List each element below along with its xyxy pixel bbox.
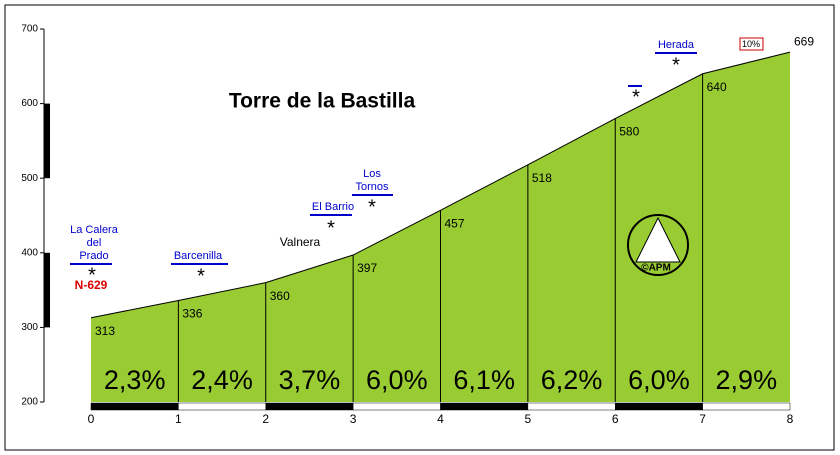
elevation-label: 360 (270, 289, 290, 303)
place-label: Barcenilla (174, 250, 223, 262)
x-tick-label: 4 (437, 412, 444, 426)
logo-mountain (635, 216, 681, 263)
x-tick-label: 8 (787, 412, 794, 426)
star: * (632, 86, 640, 108)
y-tick-label: 500 (21, 173, 38, 184)
grade-box (739, 37, 764, 51)
x-scale-band (352, 402, 441, 411)
place-label: El Barrio (312, 201, 354, 213)
x-tick-label: 5 (525, 412, 532, 426)
place-label: Los (363, 168, 381, 180)
gradient-label: 6,0% (628, 365, 690, 395)
x-tick-label: 2 (262, 412, 269, 426)
x-tick-label: 3 (350, 412, 357, 426)
gradient-label: 2,4% (191, 365, 253, 395)
frame (4, 4, 835, 451)
x-scale-band (178, 402, 266, 411)
place-label: Prado (79, 250, 108, 262)
gradient-label: 6,1% (453, 365, 515, 395)
place-labels: La Calera del Prado * N-629 Barcenilla *… (70, 37, 764, 292)
elevation-label: 580 (619, 125, 639, 139)
x-scale-band (440, 402, 529, 411)
gradient-label: 2,9% (716, 365, 778, 395)
place-label: Tornos (355, 181, 389, 193)
y-tick-label: 400 (21, 247, 38, 258)
x-scale-band (527, 402, 616, 411)
gradient-label: 3,7% (279, 365, 341, 395)
logo-label: ©APM (641, 263, 671, 274)
place-label: La Calera (70, 224, 119, 236)
y-scale-band (44, 252, 50, 328)
star: * (672, 54, 680, 76)
elevation-label: 336 (182, 307, 202, 321)
x-scale-band (265, 402, 354, 411)
elevation-label: 518 (532, 171, 552, 185)
x-tick-label: 0 (88, 412, 95, 426)
gradient-label: 2,3% (104, 365, 166, 395)
elevation-label: 397 (357, 261, 377, 275)
place-label: Herada (658, 39, 695, 51)
x-tick-label: 6 (612, 412, 619, 426)
place-label: del (87, 237, 102, 249)
star: * (88, 264, 96, 286)
x-tick-label: 7 (699, 412, 706, 426)
x-scale-band (702, 402, 791, 411)
x-scale-band (90, 402, 179, 411)
gradient-label: 6,2% (541, 365, 603, 395)
road-label: N-629 (75, 278, 108, 292)
place-label: Valnera (280, 235, 321, 249)
elevation-label: 669 (794, 34, 814, 48)
gradient-label: 6,0% (366, 365, 428, 395)
grade-box-label: 10% (742, 39, 760, 49)
y-scale-band (44, 103, 50, 179)
star: * (197, 265, 205, 287)
elevation-label: 457 (445, 216, 465, 230)
elevation-label: 640 (707, 80, 727, 94)
y-tick-label: 700 (21, 24, 38, 35)
y-tick-label: 300 (21, 322, 38, 333)
elevation-label: 313 (95, 324, 115, 338)
chart-title: Torre de la Bastilla (229, 90, 416, 113)
x-tick-label: 1 (175, 412, 182, 426)
x-scale-band (615, 402, 703, 411)
star: * (368, 196, 376, 218)
star: * (327, 217, 335, 239)
y-tick-label: 600 (21, 98, 38, 109)
y-tick-label: 200 (21, 397, 38, 408)
